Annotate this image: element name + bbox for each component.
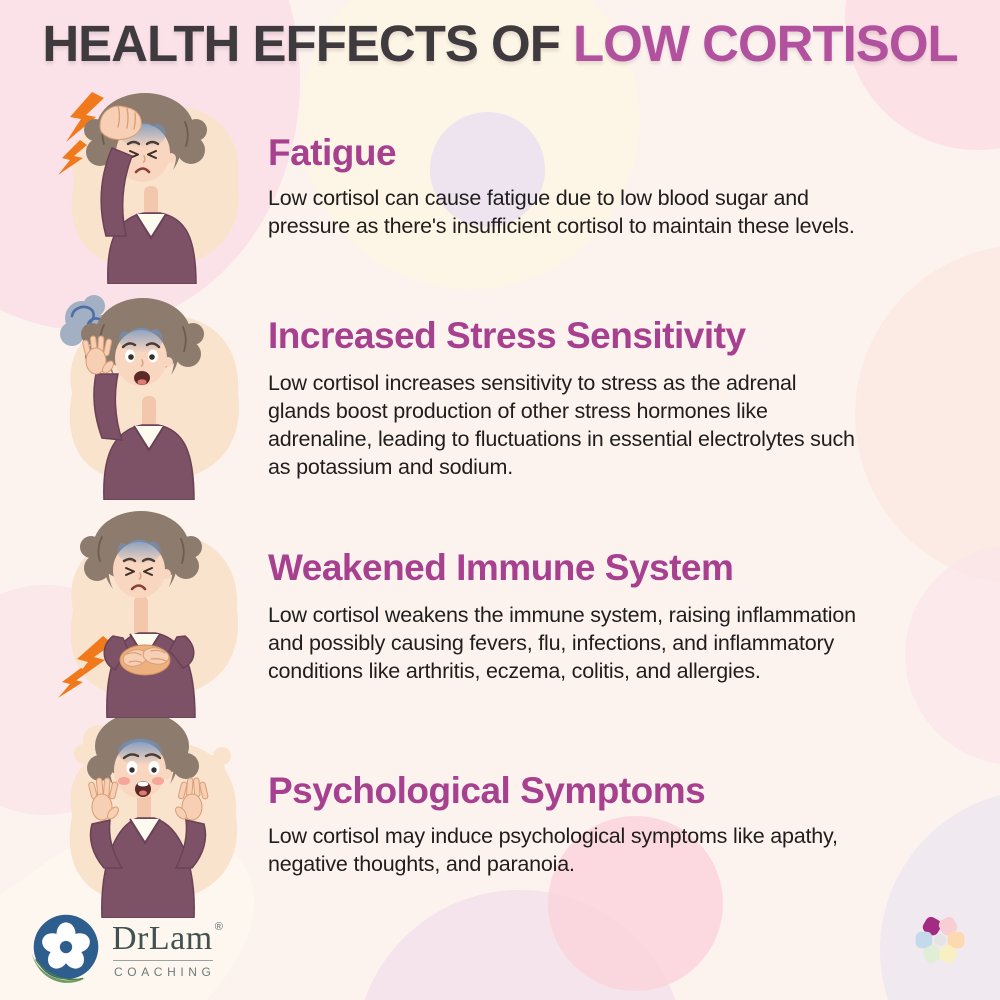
drlam-coaching-logo: DrLam ® COACHING — [28, 910, 223, 986]
woman-stomach-pain-illustration — [45, 508, 260, 718]
section-heading-stress-sensitivity: Increased Stress Sensitivity — [268, 315, 746, 356]
woman-head — [80, 511, 202, 598]
raised-hand — [82, 335, 114, 375]
drlam-flower-logo-icon — [28, 910, 104, 986]
pain-bolts-icon — [58, 636, 113, 698]
leaf-swoosh-icon — [31, 953, 85, 983]
woman-panic-illustration — [42, 718, 260, 918]
background-blob — [355, 890, 685, 1000]
page-title: HEALTH EFFECTS OF LOW CORTISOL — [0, 14, 1000, 73]
section-heading-psychological: Psychological Symptoms — [268, 770, 706, 811]
hands-on-belly — [119, 644, 171, 676]
woman-head — [87, 718, 199, 798]
section-heading-fatigue: Fatigue — [268, 132, 397, 173]
brand-name: DrLam — [112, 919, 213, 957]
pain-bolts-icon — [58, 92, 104, 175]
petal-flower-icon — [909, 909, 971, 971]
section-body-fatigue: Low cortisol can cause fatigue due to lo… — [268, 186, 855, 238]
section-body-psychological: Low cortisol may induce psychological sy… — [268, 824, 838, 876]
woman-headache-illustration — [48, 86, 260, 284]
raised-hands — [88, 777, 209, 821]
section-body-stress-sensitivity: Low cortisol increases sensitivity to st… — [268, 371, 855, 479]
section-body-immune-system: Low cortisol weakens the immune system, … — [268, 603, 856, 683]
section-heading-immune-system: Weakened Immune System — [268, 547, 734, 588]
woman-stressed-illustration — [42, 288, 260, 500]
title-prefix: HEALTH EFFECTS OF — [42, 15, 561, 72]
logo-text: DrLam ® COACHING — [112, 918, 223, 979]
registered-mark: ® — [214, 920, 223, 933]
title-highlight: LOW CORTISOL — [573, 15, 959, 72]
brand-divider — [113, 959, 213, 961]
brand-tagline: COACHING — [114, 964, 216, 979]
